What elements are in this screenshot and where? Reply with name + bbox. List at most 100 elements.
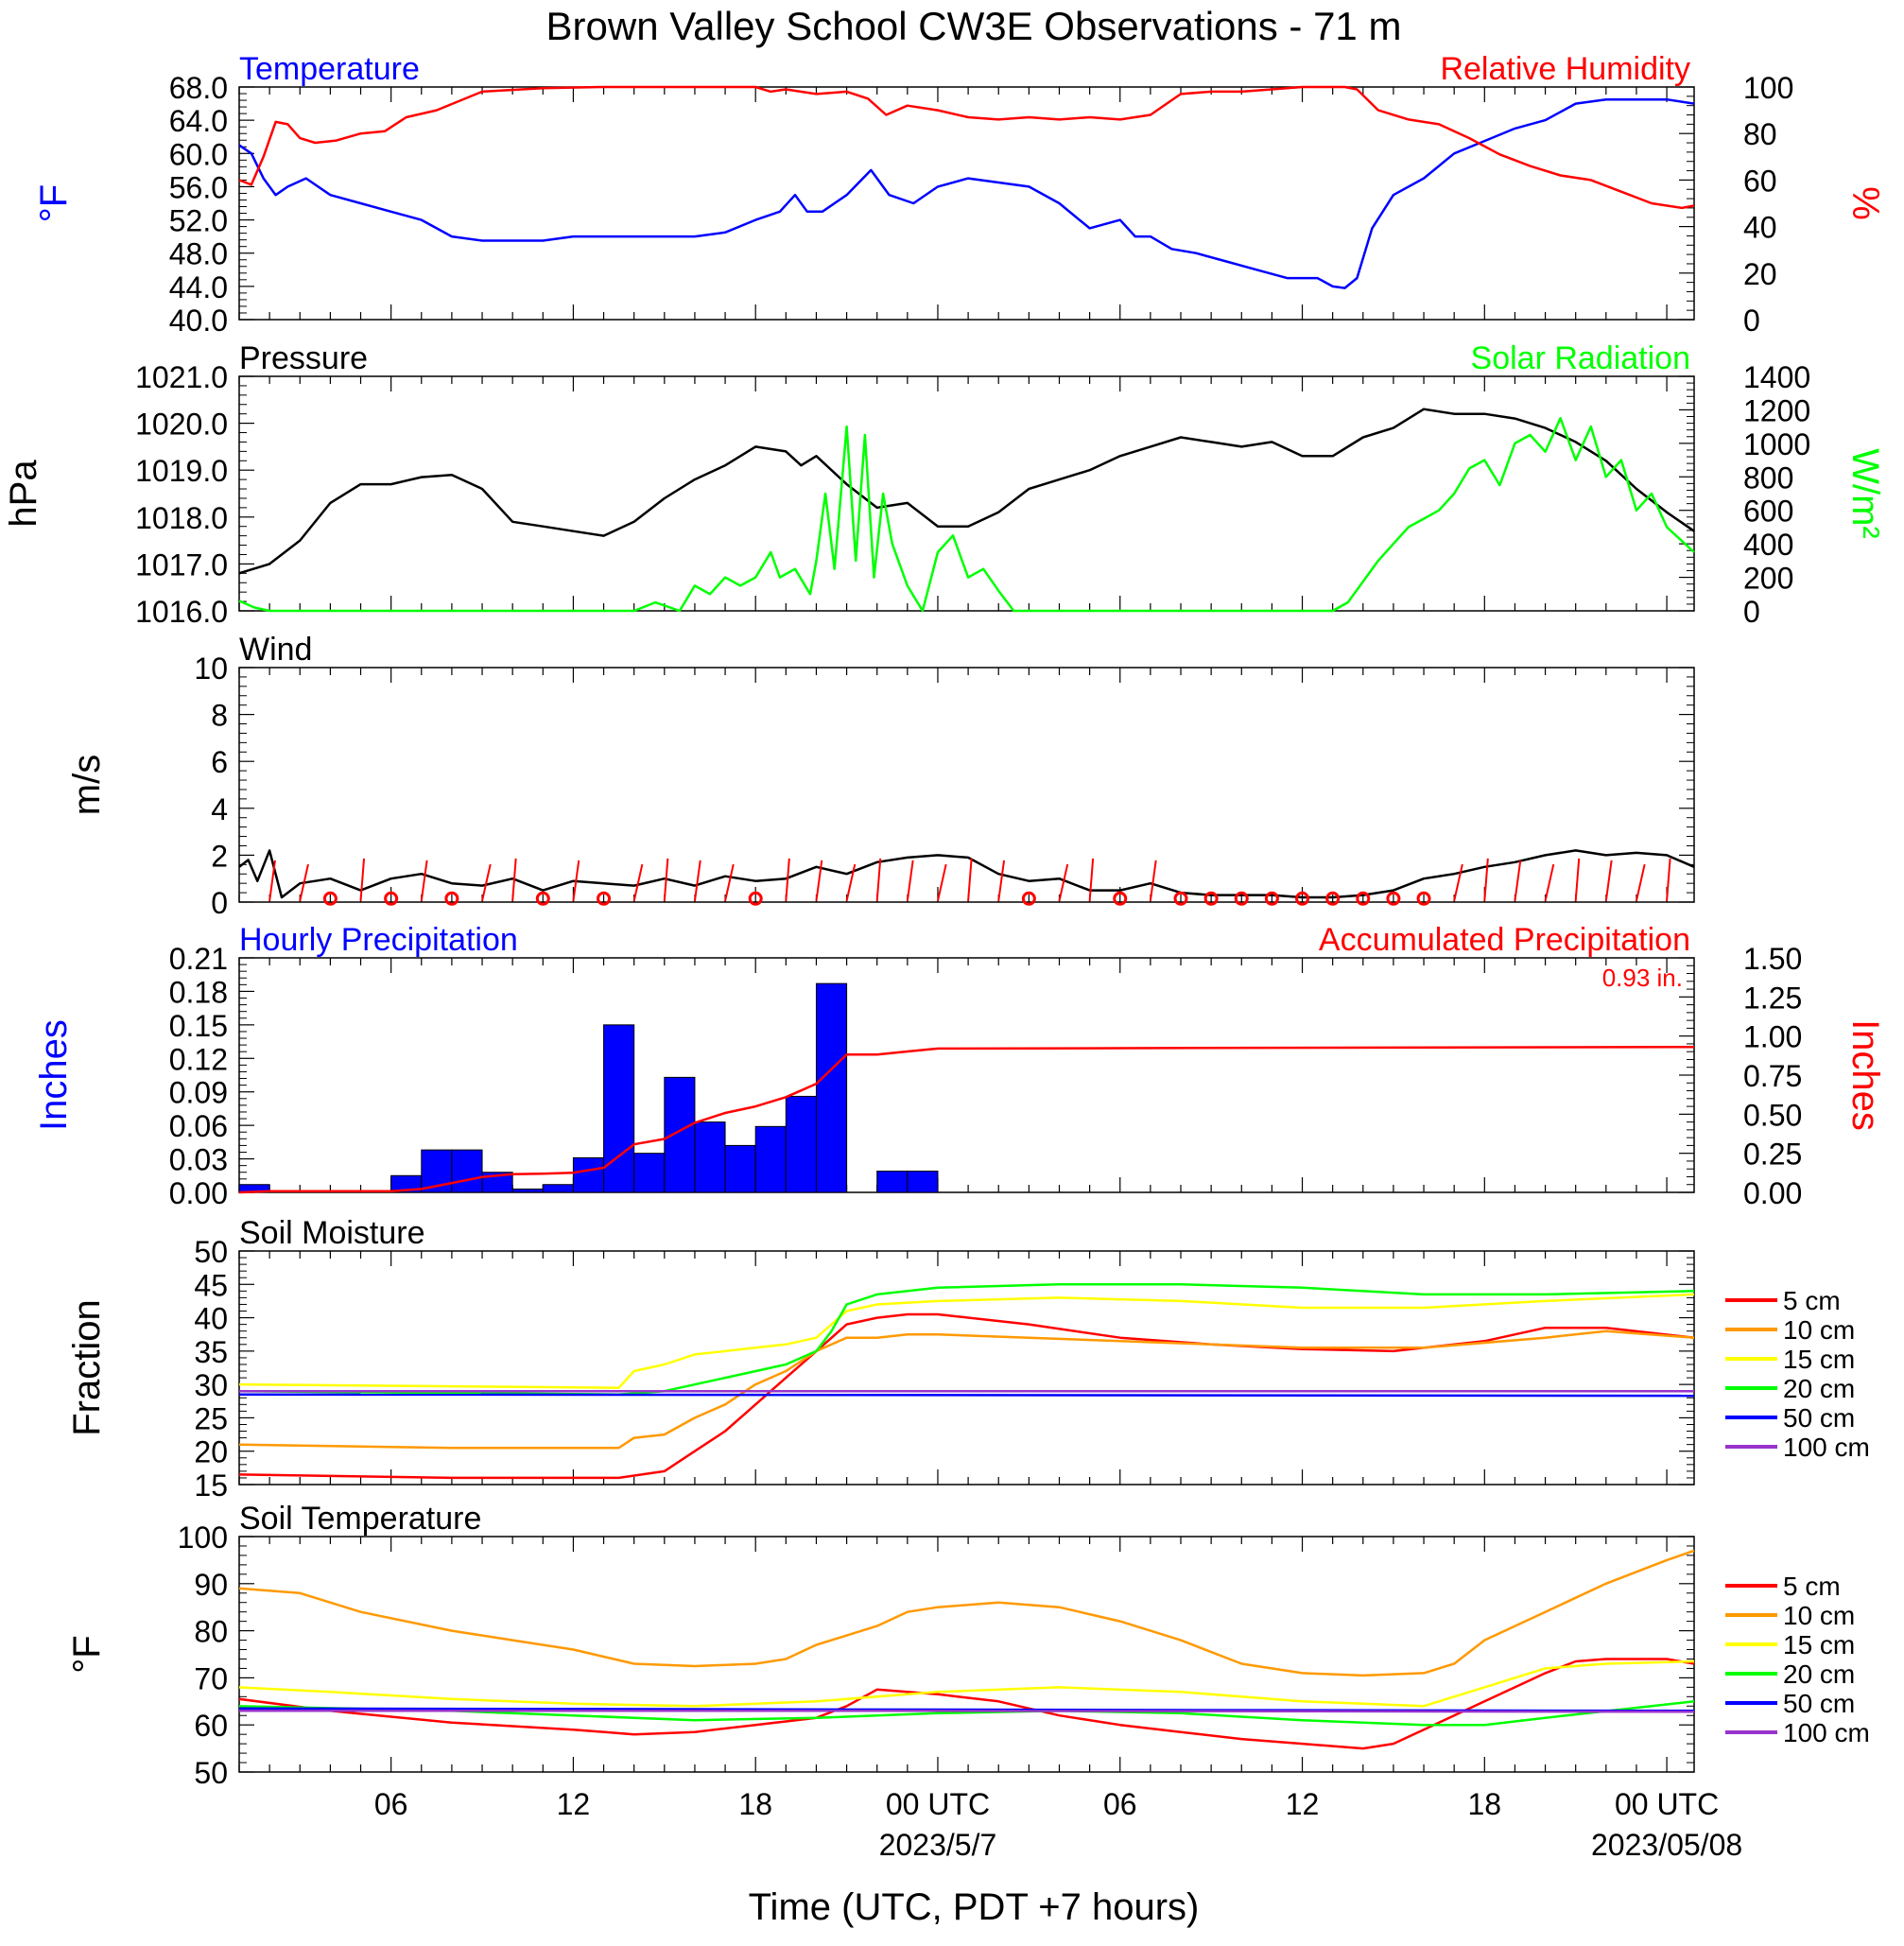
y-axis-label-right: Inches — [1844, 1019, 1886, 1131]
precip-bar — [907, 1171, 939, 1193]
y-tick-label-right: 800 — [1743, 460, 1793, 495]
series-line — [238, 417, 1695, 613]
calm-wind-marker — [1173, 891, 1188, 906]
wind-barb — [937, 863, 947, 901]
legend-entry: 15 cm — [1783, 1630, 1855, 1659]
panel-title-left: Soil Temperature — [239, 1501, 481, 1537]
y-tick-label-left: 44.0 — [169, 270, 228, 304]
calm-wind-marker — [1234, 891, 1249, 906]
y-axis-label-left: °F — [66, 1635, 108, 1673]
calm-wind-marker — [1416, 891, 1431, 906]
x-tick-label: 18 — [1468, 1787, 1502, 1821]
plot-frame — [238, 375, 1695, 612]
x-axis-label: Time (UTC, PDT +7 hours) — [749, 1886, 1200, 1928]
panel-title-right: Solar Radiation — [1471, 340, 1690, 376]
wind-barb — [906, 860, 914, 901]
y-tick-label-left: 15 — [194, 1468, 228, 1503]
calm-wind-marker — [322, 891, 338, 906]
wind-barb — [1574, 858, 1581, 901]
accumulated-total-label: 0.93 in. — [1602, 964, 1683, 992]
wind-barb — [1544, 863, 1555, 901]
wind-barb — [845, 863, 857, 901]
y-tick-label-left: 8 — [211, 699, 228, 733]
wind-barb — [420, 860, 428, 901]
y-tick-label-left: 25 — [194, 1401, 228, 1435]
y-tick-label-left: 68.0 — [169, 71, 228, 105]
panel-title-left: Temperature — [239, 51, 420, 87]
x-tick-label: 06 — [374, 1787, 408, 1821]
series-line — [238, 1293, 1695, 1389]
y-tick-label-left: 0.03 — [169, 1143, 228, 1177]
y-tick-label-right: 0 — [1743, 595, 1760, 629]
calm-wind-marker — [597, 891, 612, 906]
panel-pressure: 1016.0 1017.0 1018.0 1019.0 1020.0 1021.0 0200… — [3, 340, 1886, 629]
calm-wind-marker — [384, 891, 399, 906]
precip-bar — [451, 1149, 483, 1193]
y-tick-label-left: 0.21 — [169, 942, 228, 976]
y-tick-label-right: 200 — [1743, 562, 1793, 596]
plot-frame — [238, 1536, 1695, 1773]
y-tick-label-left: 0.15 — [169, 1009, 228, 1043]
y-tick-label-right: 80 — [1743, 117, 1777, 151]
y-tick-label-left: 60 — [194, 1709, 228, 1743]
series-line — [238, 97, 1695, 289]
precip-bar — [572, 1156, 605, 1193]
precip-bar — [511, 1188, 544, 1193]
y-tick-label-left: 90 — [194, 1568, 228, 1602]
y-tick-label-right: 20 — [1743, 257, 1777, 291]
panel-title-right: Relative Humidity — [1440, 51, 1690, 87]
y-tick-label-left: 1021.0 — [135, 360, 228, 394]
y-axis-label-left: m/s — [66, 755, 108, 815]
wind-barb — [693, 860, 701, 901]
plot-frame — [238, 1250, 1695, 1486]
calm-wind-marker — [444, 891, 459, 906]
y-tick-label-right: 0.00 — [1743, 1176, 1802, 1210]
y-tick-label-left: 48.0 — [169, 237, 228, 271]
panel-title-left: Soil Moisture — [239, 1215, 425, 1251]
precip-bar — [785, 1095, 817, 1193]
y-tick-label-right: 1000 — [1743, 427, 1810, 461]
panel-title-left: Pressure — [239, 340, 368, 376]
precip-bar — [542, 1184, 574, 1193]
panel-title-left: Hourly Precipitation — [239, 922, 518, 958]
wind-barb — [359, 858, 366, 901]
y-tick-label-right: 600 — [1743, 495, 1793, 529]
y-tick-label-right: 0.25 — [1743, 1138, 1802, 1172]
y-tick-label-left: 0.00 — [169, 1176, 228, 1210]
x-tick-label: 18 — [738, 1787, 772, 1821]
calm-wind-marker — [1386, 891, 1401, 906]
y-axis-label-right: W/m² — [1844, 448, 1886, 539]
x-tick-label: 00 UTC — [1615, 1787, 1719, 1821]
legend-entry: 15 cm — [1783, 1345, 1855, 1374]
wind-barb — [1453, 863, 1463, 901]
y-tick-label-right: 0.50 — [1743, 1098, 1802, 1132]
wind-barb — [1514, 860, 1522, 901]
y-tick-label-left: 30 — [194, 1368, 228, 1402]
wind-barb — [1088, 858, 1095, 901]
panel-temperature: 40.044.048.052.056.060.064.068.0 0 20 40 60 8… — [33, 51, 1886, 338]
y-tick-label-right: 1200 — [1743, 393, 1810, 427]
wind-barb — [997, 860, 1006, 901]
calm-wind-marker — [535, 891, 550, 906]
wind-barb — [1058, 863, 1069, 901]
y-tick-label-left: 0.06 — [169, 1109, 228, 1143]
y-tick-label-left: 45 — [194, 1268, 228, 1302]
panel-wind: 0 2 4 6 8 10 m/s Wind — [66, 632, 1695, 920]
calm-wind-marker — [1356, 891, 1371, 906]
y-axis-label-left: Fraction — [66, 1299, 108, 1436]
chart-title: Brown Valley School CW3E Observations - … — [546, 4, 1402, 48]
y-tick-label-right: 1.50 — [1743, 942, 1802, 976]
panel-title-right: Accumulated Precipitation — [1319, 922, 1690, 958]
series-line — [238, 408, 1695, 575]
y-tick-label-left: 40 — [194, 1302, 228, 1336]
plot-frame — [238, 86, 1695, 321]
y-tick-label-right: 0.75 — [1743, 1059, 1802, 1093]
y-tick-label-left: 0 — [211, 886, 228, 920]
y-tick-label-left: 1020.0 — [135, 408, 228, 442]
legend-entry: 20 cm — [1783, 1374, 1855, 1403]
